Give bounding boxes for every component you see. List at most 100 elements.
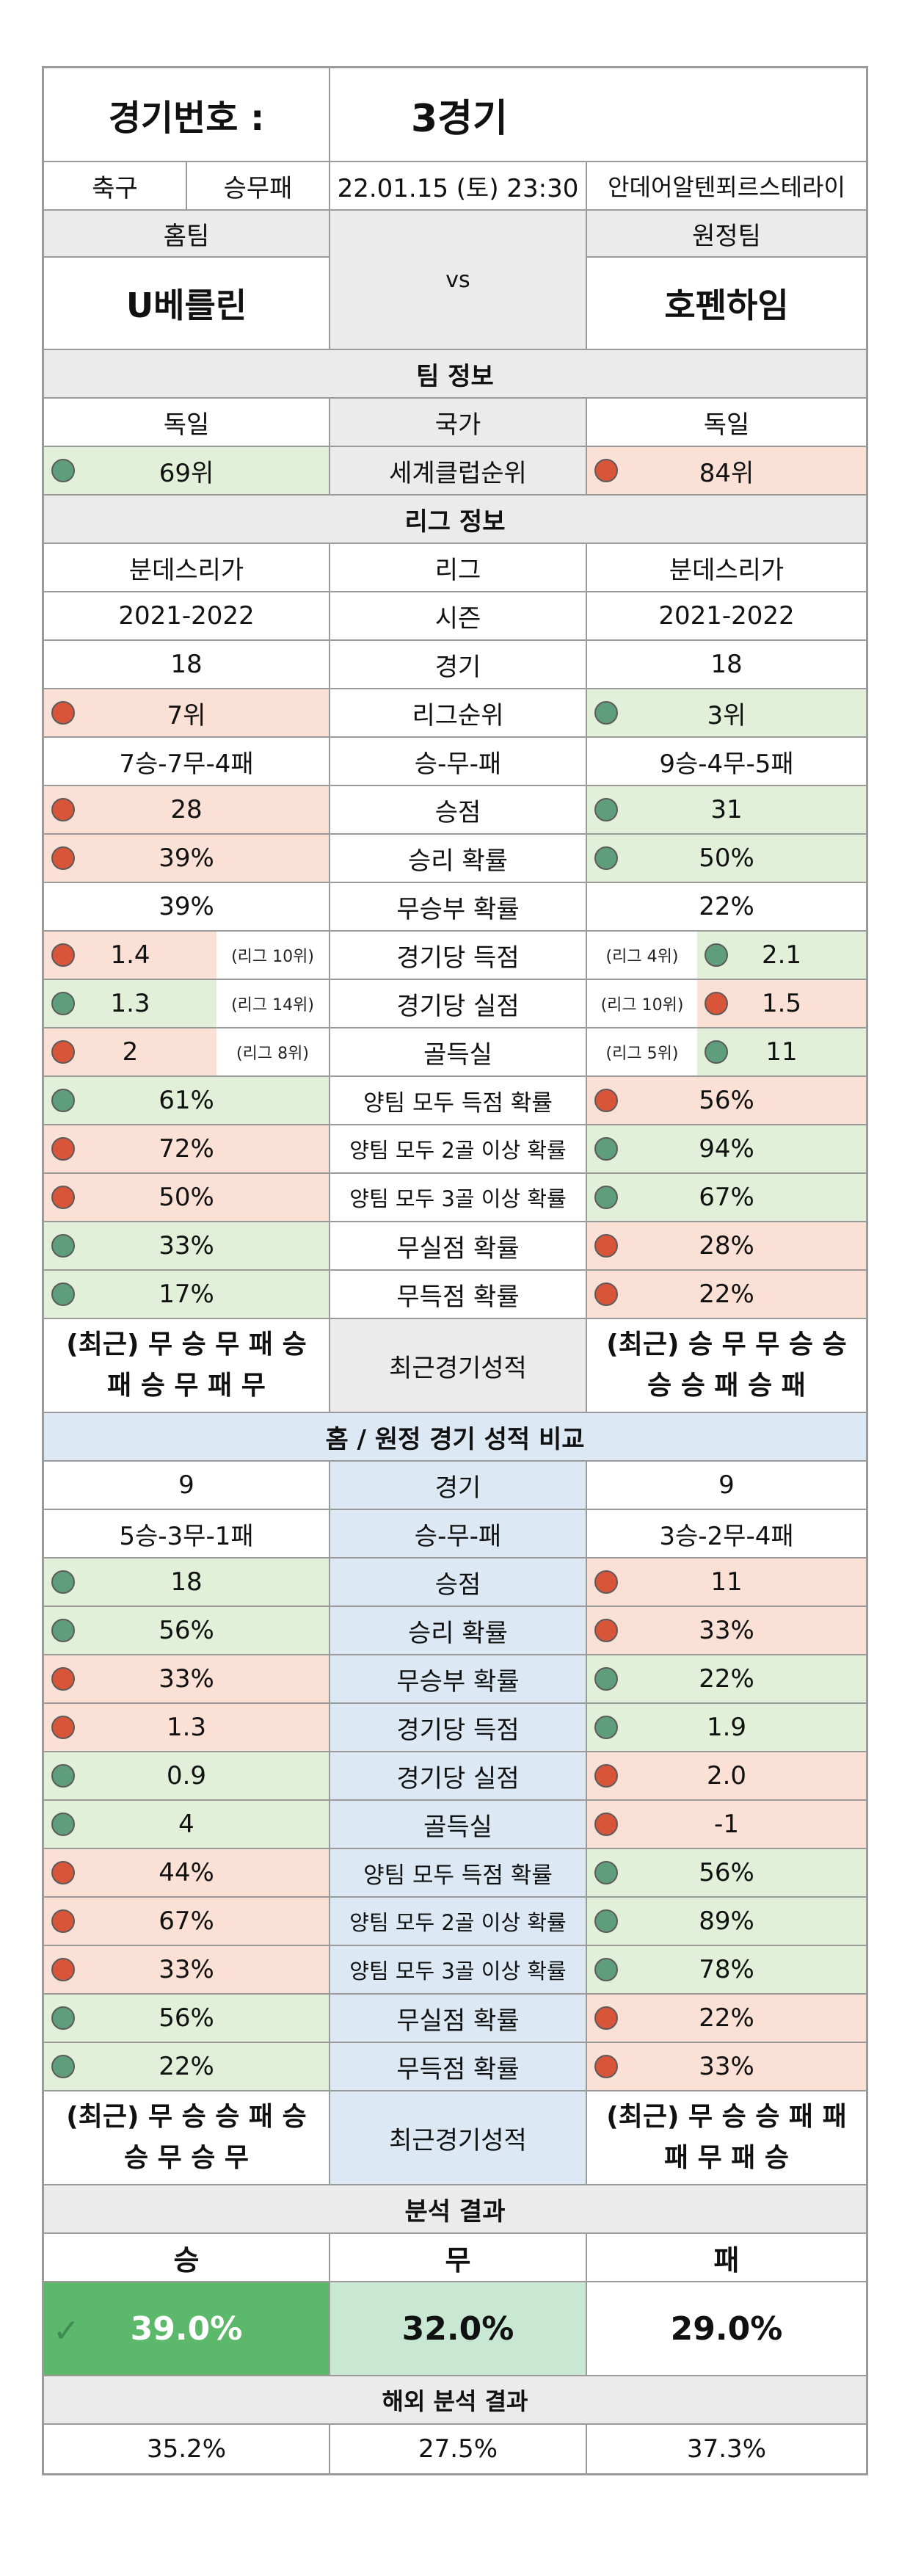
green-dot-icon — [51, 1619, 75, 1642]
home-value: 22% — [44, 2043, 330, 2090]
loss-label: 패 — [713, 2243, 740, 2276]
stat-row: 33% 양팀 모두 3골 이상 확률 78% — [44, 1946, 866, 1995]
loss-value: 29.0% — [670, 2310, 783, 2348]
green-dot-icon — [51, 1282, 75, 1306]
stat-label: 승-무-패 — [330, 1510, 587, 1557]
away-team-label: 원정팀 — [587, 211, 866, 258]
home-value: 분데스리가 — [44, 544, 330, 591]
green-dot-icon — [705, 943, 728, 967]
away-value: 67% — [587, 1174, 866, 1221]
section-title: 홈 / 원정 경기 성적 비교 — [325, 1424, 585, 1454]
stat-label: 골득실 — [330, 1028, 587, 1075]
home-value: 56% — [44, 1995, 330, 2042]
home-value: 50% — [44, 1174, 330, 1221]
green-dot-icon — [51, 2055, 75, 2078]
green-dot-icon — [51, 1813, 75, 1836]
analysis-header: 분석 결과 — [44, 2185, 866, 2234]
red-dot-icon — [594, 1813, 618, 1836]
home-value: 9 — [44, 1462, 330, 1509]
green-dot-icon — [594, 1186, 618, 1209]
stat-row: 22% 무득점 확률 33% — [44, 2043, 866, 2091]
away-value: 50% — [587, 835, 866, 882]
stat-row: 18 경기 18 — [44, 641, 866, 689]
team-info-header: 팀 정보 — [44, 350, 866, 399]
stat-row: 18 승점 11 — [44, 1559, 866, 1607]
home-value: 18 — [44, 641, 330, 688]
stat-label: 양팀 모두 3골 이상 확률 — [330, 1174, 587, 1221]
away-value: 22% — [699, 892, 754, 921]
away-value: 1.5 — [697, 980, 866, 1027]
home-value: 33% — [44, 1222, 330, 1269]
home-split-cell: 1.3 (리그 14위) — [44, 980, 330, 1027]
analysis-labels-row: 승 무 패 — [44, 2234, 866, 2282]
away-league-rank: (리그 5위) — [587, 1028, 697, 1075]
sport-cell: 축구 — [44, 162, 187, 209]
home-value: 18 — [44, 1559, 330, 1606]
red-dot-icon — [594, 1234, 618, 1258]
stat-row: 2021-2022 시즌 2021-2022 — [44, 592, 866, 641]
stat-label: 최근경기성적 — [330, 1319, 587, 1412]
away-value: 56% — [587, 1077, 866, 1124]
draw-label: 무 — [330, 2234, 587, 2281]
green-dot-icon — [51, 1764, 75, 1788]
stat-row: 독일 국가 독일 — [44, 399, 866, 447]
stat-label: 경기당 실점 — [330, 980, 587, 1027]
overseas-draw-value: 27.5% — [330, 2425, 587, 2473]
green-dot-icon — [594, 798, 618, 821]
green-dot-icon — [594, 1958, 618, 1981]
away-recent-form: (최근) 무 승 승 패 패 패 무 패 승 — [606, 2102, 847, 2173]
away-value: 2.1 — [697, 932, 866, 979]
away-value: 9 — [718, 1470, 735, 1500]
match-analysis-sheet: 경기번호 : 3경기 축구 승무패 22.01.15 (토) 23:30 안데어… — [42, 66, 868, 2475]
home-league-rank: (리그 10위) — [216, 932, 329, 979]
stat-label: 경기 — [330, 1462, 587, 1509]
red-dot-icon — [594, 1282, 618, 1306]
home-value: 69위 — [44, 447, 330, 494]
home-value: 4 — [44, 1801, 330, 1848]
red-dot-icon — [594, 2055, 618, 2078]
home-value: 2 — [44, 1028, 216, 1075]
stat-row: 33% 무실점 확률 28% — [44, 1222, 866, 1271]
stat-row: 7위 리그순위 3위 — [44, 689, 866, 738]
away-value: 11 — [587, 1559, 866, 1606]
checkmark-icon: ✓ — [53, 2312, 80, 2350]
red-dot-icon — [51, 943, 75, 967]
vs-cell: vs — [330, 211, 587, 349]
home-value: 61% — [44, 1077, 330, 1124]
stat-row: 0.9 경기당 실점 2.0 — [44, 1752, 866, 1801]
overseas-header: 해외 분석 결과 — [44, 2376, 866, 2425]
stat-label: 무승부 확률 — [330, 883, 587, 930]
stat-row: 44% 양팀 모두 득점 확률 56% — [44, 1849, 866, 1898]
stat-label: 양팀 모두 3골 이상 확률 — [330, 1946, 587, 1993]
home-value: 56% — [44, 1607, 330, 1654]
stat-label: 시즌 — [330, 592, 587, 639]
away-league-rank: (리그 10위) — [587, 980, 697, 1027]
game-number-value: 3경기 — [411, 96, 508, 141]
stat-row: 17% 무득점 확률 22% — [44, 1271, 866, 1319]
stat-row: 56% 무실점 확률 22% — [44, 1995, 866, 2043]
stat-label: 승-무-패 — [330, 738, 587, 785]
stat-label: 양팀 모두 2골 이상 확률 — [330, 1898, 587, 1945]
green-dot-icon — [594, 1909, 618, 1933]
section-title: 리그 정보 — [404, 507, 506, 537]
away-value: 3승-2무-4패 — [659, 1521, 794, 1551]
home-team-name: U베를린 — [125, 286, 247, 325]
home-value: 5승-3무-1패 — [44, 1510, 330, 1557]
home-value: 1.3 — [44, 1704, 330, 1751]
stadium-cell: 안데어알텐푀르스테라이 — [608, 173, 845, 201]
away-value: 33% — [587, 2043, 866, 2090]
away-value: 31 — [587, 786, 866, 833]
stat-label: 무실점 확률 — [330, 1995, 587, 2042]
away-value: 2.0 — [587, 1752, 866, 1799]
green-dot-icon — [51, 992, 75, 1015]
stat-row: 1.3 경기당 득점 1.9 — [44, 1704, 866, 1752]
red-dot-icon — [594, 459, 618, 482]
away-value: 94% — [587, 1125, 866, 1172]
overseas-win-value: 35.2% — [44, 2425, 330, 2473]
section-title: 해외 분석 결과 — [382, 2387, 528, 2415]
home-value: 1.4 — [44, 932, 216, 979]
teams-row: 홈팀 U베를린 vs 원정팀 호펜하임 — [44, 211, 866, 350]
home-value: 33% — [44, 1946, 330, 1993]
red-dot-icon — [51, 846, 75, 870]
stat-row: 분데스리가 리그 분데스리가 — [44, 544, 866, 592]
